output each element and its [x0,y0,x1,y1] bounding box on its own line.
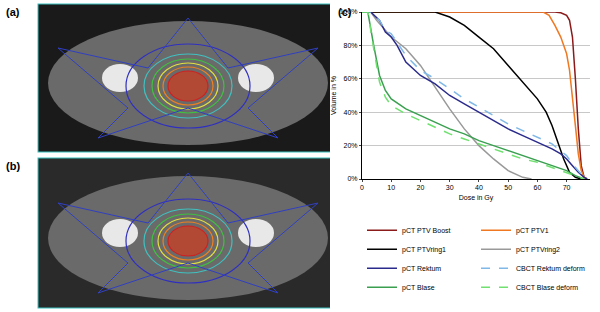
svg-text:Dose in Gy: Dose in Gy [459,194,494,202]
svg-text:pCT PTVring1: pCT PTVring1 [402,246,446,254]
svg-text:pCT PTV1: pCT PTV1 [516,227,549,235]
svg-text:30: 30 [446,184,454,191]
svg-text:pCT Blase: pCT Blase [402,284,435,292]
html-text:(b): (b) [6,160,20,172]
svg-text:40%: 40% [344,109,358,116]
svg-text:60%: 60% [344,75,358,82]
svg-text:0%: 0% [347,175,357,182]
svg-text:70: 70 [563,184,571,191]
svg-text:60: 60 [533,184,541,191]
svg-text:pCT PTV Boost: pCT PTV Boost [402,227,451,235]
svg-text:CBCT Blase deform: CBCT Blase deform [516,284,578,291]
svg-text:40: 40 [475,184,483,191]
svg-text:80%: 80% [344,42,358,49]
svg-text:20%: 20% [344,142,358,149]
svg-text:50: 50 [504,184,512,191]
svg-text:pCT Rektum: pCT Rektum [402,265,441,273]
svg-text:pCT PTVring2: pCT PTVring2 [516,246,560,254]
html-text:(c): (c) [338,6,352,18]
svg-text:Volume in %: Volume in % [330,76,337,115]
html-text:(a): (a) [6,6,20,18]
svg-text:10: 10 [387,184,395,191]
svg-text:0: 0 [360,184,364,191]
svg-text:20: 20 [417,184,425,191]
svg-text:CBCT Rektum deform: CBCT Rektum deform [516,265,585,272]
